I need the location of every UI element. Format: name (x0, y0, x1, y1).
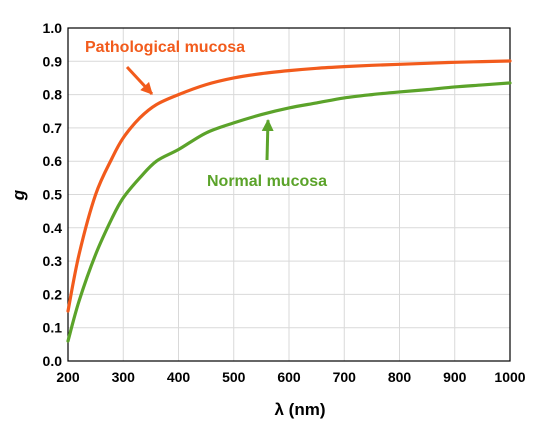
x-tick-label: 500 (222, 369, 246, 385)
series-line-1 (66, 81, 512, 343)
annotation-pathological: Pathological mucosa (85, 39, 245, 56)
annotation-arrow-pathological (125, 65, 154, 95)
x-tick-label: 400 (167, 369, 191, 385)
annotation-normal: Normal mucosa (207, 173, 327, 190)
y-tick-label: 1.0 (43, 20, 63, 36)
y-tick-label: 0.1 (43, 320, 63, 336)
x-tick-label: 200 (56, 369, 80, 385)
series-line-0 (66, 59, 512, 313)
y-tick-label: 0.2 (43, 286, 63, 302)
y-tick-label: 0.9 (43, 53, 63, 69)
data-series (66, 59, 512, 343)
x-tick-label: 600 (277, 369, 301, 385)
y-tick-label: 0.7 (43, 120, 63, 136)
y-tick-label: 0.0 (43, 353, 63, 369)
axis-ticks: 200 300 400 500 600 700 800 900 1000 0.0 0.1 0.2 0.3… (43, 20, 526, 385)
x-tick-label: 300 (112, 369, 136, 385)
y-tick-label: 0.6 (43, 153, 63, 169)
grid-lines (67, 27, 511, 362)
x-axis-label: λ (nm) (275, 400, 326, 419)
annotations: Pathological mucosa Normal mucosa (85, 39, 327, 190)
y-tick-label: 0.3 (43, 253, 63, 269)
y-tick-label: 0.4 (43, 220, 63, 236)
x-tick-label: 1000 (494, 369, 525, 385)
plot-area-frame (67, 27, 511, 362)
x-tick-label: 700 (333, 369, 357, 385)
y-tick-label: 0.5 (43, 187, 63, 203)
x-tick-label: 800 (388, 369, 412, 385)
y-tick-label: 0.8 (43, 87, 63, 103)
y-axis-label: g (9, 189, 28, 201)
x-tick-label: 900 (443, 369, 467, 385)
annotation-arrow-normal (261, 119, 274, 161)
